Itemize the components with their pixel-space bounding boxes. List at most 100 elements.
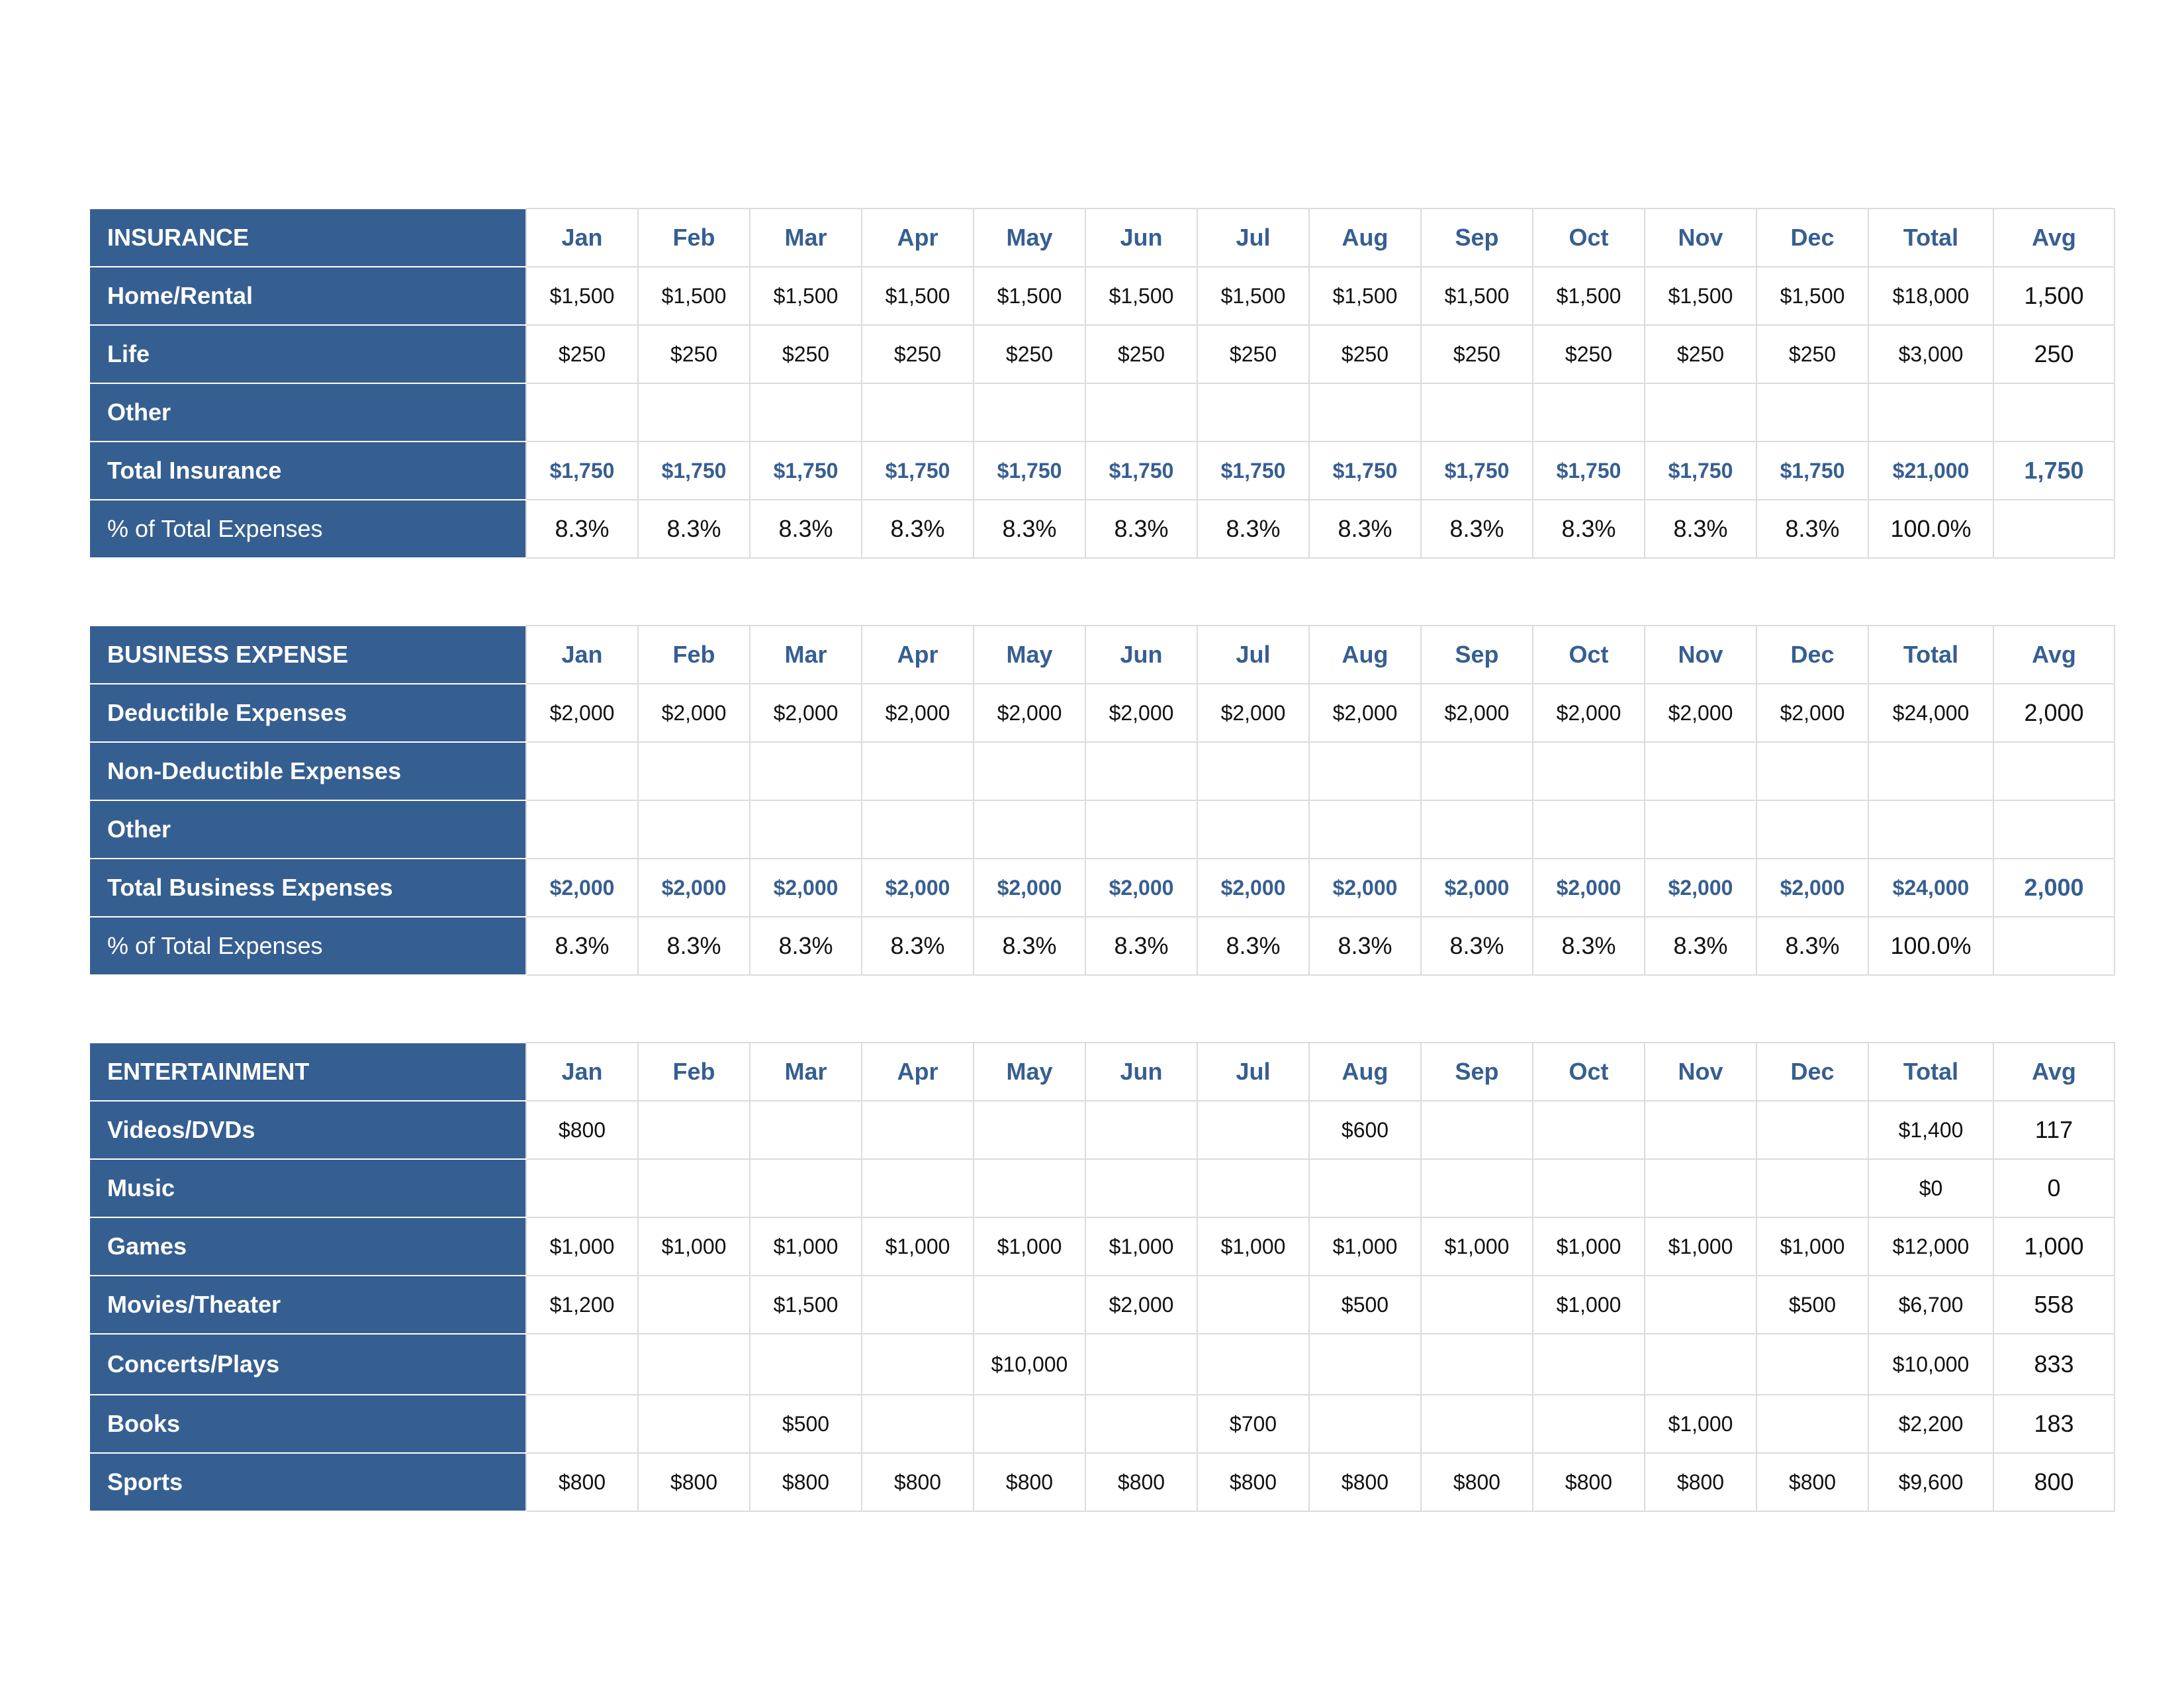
cell-dec[interactable]: 8.3% (1756, 499, 1869, 559)
cell-dec[interactable] (1756, 1333, 1869, 1395)
cell-sep[interactable] (1420, 383, 1533, 442)
cell-sep[interactable]: $1,500 (1420, 266, 1533, 326)
cell-mar[interactable]: 8.3% (749, 916, 862, 976)
cell-may[interactable]: $1,000 (973, 1217, 1086, 1276)
cell-dec[interactable]: $250 (1756, 324, 1869, 384)
cell-jun[interactable]: $250 (1085, 324, 1198, 384)
cell-mar[interactable]: $2,000 (749, 858, 862, 917)
cell-dec[interactable] (1756, 1100, 1869, 1160)
cell-dec[interactable]: $2,000 (1756, 858, 1869, 917)
cell-may[interactable]: $250 (973, 324, 1086, 384)
cell-oct[interactable]: $250 (1532, 324, 1645, 384)
cell-apr[interactable] (861, 1394, 974, 1454)
cell-dec[interactable] (1756, 1394, 1869, 1454)
cell-may[interactable] (973, 741, 1086, 801)
cell-apr[interactable] (861, 1333, 974, 1395)
cell-mar[interactable] (749, 741, 862, 801)
cell-jan[interactable]: $250 (525, 324, 639, 384)
cell-dec[interactable]: $2,000 (1756, 683, 1869, 743)
cell-jan[interactable]: $2,000 (525, 858, 639, 917)
cell-oct[interactable]: 8.3% (1532, 916, 1645, 976)
cell-apr[interactable] (861, 1100, 974, 1160)
cell-jan[interactable]: $1,200 (525, 1275, 639, 1335)
cell-dec[interactable]: $1,750 (1756, 441, 1869, 500)
cell-jun[interactable]: 8.3% (1085, 916, 1198, 976)
cell-mar[interactable] (749, 383, 862, 442)
cell-jul[interactable]: $2,000 (1197, 683, 1310, 743)
cell-feb[interactable] (637, 741, 751, 801)
cell-may[interactable] (973, 1158, 1086, 1218)
cell-feb[interactable] (637, 1100, 751, 1160)
cell-nov[interactable]: 8.3% (1644, 916, 1757, 976)
cell-may[interactable] (973, 1394, 1086, 1454)
cell-oct[interactable] (1532, 1100, 1645, 1160)
cell-nov[interactable]: $1,750 (1644, 441, 1757, 500)
cell-nov[interactable]: 8.3% (1644, 499, 1757, 559)
cell-oct[interactable]: $1,500 (1532, 266, 1645, 326)
cell-apr[interactable]: $1,000 (861, 1217, 974, 1276)
cell-mar[interactable]: 8.3% (749, 499, 862, 559)
cell-feb[interactable] (637, 800, 751, 859)
cell-oct[interactable]: $1,000 (1532, 1275, 1645, 1335)
cell-jun[interactable]: $1,000 (1085, 1217, 1198, 1276)
cell-feb[interactable] (637, 1158, 751, 1218)
cell-sep[interactable]: $2,000 (1420, 858, 1533, 917)
cell-oct[interactable] (1532, 1333, 1645, 1395)
cell-apr[interactable]: 8.3% (861, 916, 974, 976)
cell-may[interactable]: 8.3% (973, 916, 1086, 976)
cell-dec[interactable]: $500 (1756, 1275, 1869, 1335)
cell-apr[interactable]: $2,000 (861, 683, 974, 743)
cell-apr[interactable] (861, 383, 974, 442)
cell-sep[interactable]: $250 (1420, 324, 1533, 384)
cell-jul[interactable]: 8.3% (1197, 916, 1310, 976)
cell-nov[interactable]: $800 (1644, 1452, 1757, 1512)
cell-feb[interactable]: $250 (637, 324, 751, 384)
cell-dec[interactable] (1756, 800, 1869, 859)
cell-jun[interactable] (1085, 800, 1198, 859)
cell-dec[interactable] (1756, 383, 1869, 442)
cell-jan[interactable] (525, 741, 639, 801)
cell-jul[interactable]: $700 (1197, 1394, 1310, 1454)
cell-nov[interactable]: $250 (1644, 324, 1757, 384)
cell-jun[interactable]: $2,000 (1085, 858, 1198, 917)
cell-jul[interactable]: $1,500 (1197, 266, 1310, 326)
cell-oct[interactable]: $2,000 (1532, 683, 1645, 743)
cell-may[interactable] (973, 1100, 1086, 1160)
cell-aug[interactable]: $600 (1308, 1100, 1422, 1160)
cell-dec[interactable]: 8.3% (1756, 916, 1869, 976)
cell-jul[interactable] (1197, 1158, 1310, 1218)
cell-oct[interactable]: 8.3% (1532, 499, 1645, 559)
cell-oct[interactable] (1532, 383, 1645, 442)
cell-jul[interactable] (1197, 1333, 1310, 1395)
cell-mar[interactable]: $1,000 (749, 1217, 862, 1276)
cell-apr[interactable]: $250 (861, 324, 974, 384)
cell-jun[interactable] (1085, 1158, 1198, 1218)
cell-sep[interactable]: 8.3% (1420, 499, 1533, 559)
cell-apr[interactable]: 8.3% (861, 499, 974, 559)
cell-sep[interactable] (1420, 1333, 1533, 1395)
cell-feb[interactable] (637, 1394, 751, 1454)
cell-apr[interactable]: $1,500 (861, 266, 974, 326)
cell-mar[interactable] (749, 1158, 862, 1218)
cell-jun[interactable]: $2,000 (1085, 1275, 1198, 1335)
cell-jul[interactable]: $800 (1197, 1452, 1310, 1512)
cell-oct[interactable]: $2,000 (1532, 858, 1645, 917)
cell-nov[interactable]: $2,000 (1644, 683, 1757, 743)
cell-sep[interactable] (1420, 800, 1533, 859)
cell-feb[interactable]: 8.3% (637, 499, 751, 559)
cell-feb[interactable] (637, 1333, 751, 1395)
cell-sep[interactable]: $2,000 (1420, 683, 1533, 743)
cell-dec[interactable]: $1,000 (1756, 1217, 1869, 1276)
cell-jan[interactable] (525, 800, 639, 859)
cell-mar[interactable] (749, 1333, 862, 1395)
cell-jan[interactable]: $800 (525, 1100, 639, 1160)
cell-apr[interactable] (861, 741, 974, 801)
cell-sep[interactable]: 8.3% (1420, 916, 1533, 976)
cell-jan[interactable] (525, 1333, 639, 1395)
cell-aug[interactable]: $2,000 (1308, 858, 1422, 917)
cell-nov[interactable] (1644, 800, 1757, 859)
cell-mar[interactable]: $250 (749, 324, 862, 384)
cell-may[interactable]: $10,000 (973, 1333, 1086, 1395)
cell-jun[interactable]: $2,000 (1085, 683, 1198, 743)
cell-aug[interactable]: $2,000 (1308, 683, 1422, 743)
